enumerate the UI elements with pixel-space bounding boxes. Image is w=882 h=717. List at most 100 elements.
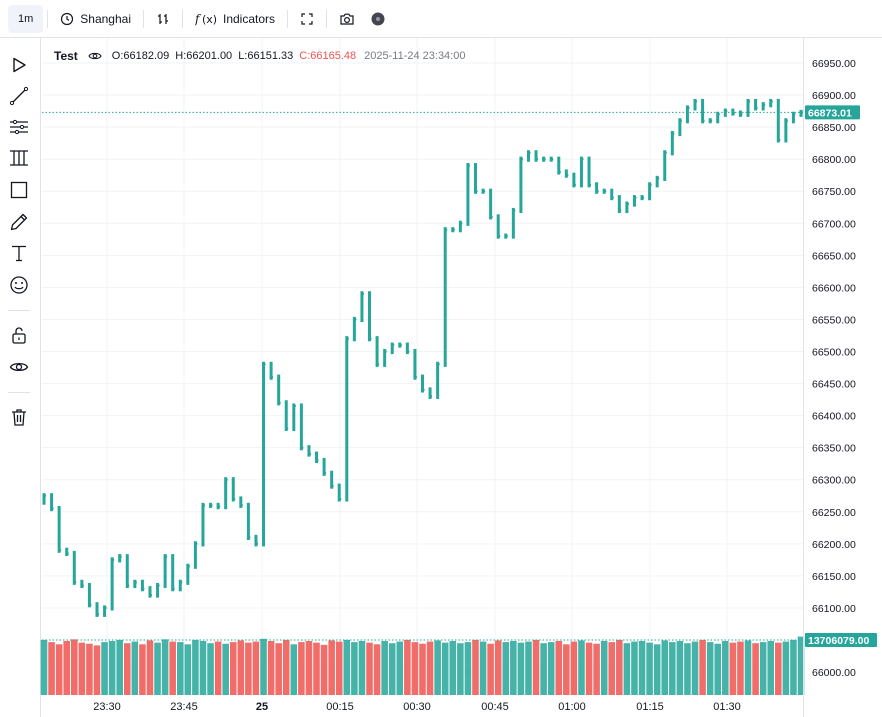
price-tick-label: 66000.00 <box>812 667 856 679</box>
volume-bar <box>40 639 48 695</box>
legend-visibility-toggle[interactable] <box>88 49 102 63</box>
volume-bar <box>449 641 457 695</box>
svg-text:f: f <box>195 12 202 26</box>
time-tick-label: 00:30 <box>403 701 431 713</box>
volume-bar <box>737 641 744 695</box>
volume-bar <box>116 639 123 695</box>
volume-bar <box>108 641 116 695</box>
remove-drawings-tool[interactable] <box>6 404 32 430</box>
price-tick-label: 66250.00 <box>812 507 856 519</box>
chart-legend: Test O:66182.09 H:66201.00 L:66151.33 C:… <box>54 48 465 64</box>
volume-bar <box>547 642 555 695</box>
time-tick-label: 00:15 <box>326 701 354 713</box>
volume-bar <box>585 642 593 695</box>
volume-bar <box>638 641 646 695</box>
volume-bar <box>55 644 63 695</box>
eye-icon <box>9 362 29 372</box>
volume-bar <box>169 641 176 695</box>
volume-bar <box>48 642 55 695</box>
volume-bar <box>790 639 797 695</box>
volume-bar <box>343 639 351 695</box>
indicators-button[interactable]: f (x) Indicators <box>187 5 283 33</box>
volume-bar <box>441 642 449 695</box>
volume-bar <box>260 638 267 695</box>
volume-bar <box>313 642 320 695</box>
volume-bar <box>744 640 752 695</box>
rectangle-tool[interactable] <box>6 177 32 203</box>
visibility-tool[interactable] <box>6 354 32 380</box>
price-tick-label: 66550.00 <box>812 314 856 326</box>
price-tick-label: 66150.00 <box>812 571 856 583</box>
volume-bar <box>517 642 525 695</box>
volume-bar <box>86 643 93 695</box>
volume-bar <box>714 643 722 695</box>
toolbar-divider <box>287 9 289 28</box>
price-tick-label: 66350.00 <box>812 443 856 455</box>
time-tick-label: 01:30 <box>713 701 741 713</box>
fullscreen-button[interactable] <box>292 5 322 33</box>
last-price-label: 66873.01 <box>808 107 852 119</box>
top-toolbar: 1m Shanghai f (x) Indicators <box>0 0 882 38</box>
volume-bar <box>570 641 578 695</box>
volume-bar <box>351 642 358 695</box>
volume-bar <box>608 642 616 695</box>
volume-bar <box>207 643 214 695</box>
settings-button[interactable] <box>363 5 393 33</box>
interval-button[interactable]: 1m <box>8 4 44 33</box>
fib-icon <box>10 119 28 135</box>
settings-dot-icon <box>371 12 385 25</box>
volume-bar <box>131 641 139 695</box>
volume-bar <box>381 641 388 695</box>
volume-bar <box>184 644 192 695</box>
channel-tool[interactable] <box>6 145 32 171</box>
volume-bar <box>669 642 676 695</box>
lock-icon <box>12 327 26 344</box>
lock-tool[interactable] <box>6 322 32 348</box>
emoji-tool[interactable] <box>6 272 32 298</box>
volume-bar <box>70 639 78 695</box>
bar-style-button[interactable] <box>148 5 178 33</box>
toolbar-divider <box>182 9 183 28</box>
volume-bar <box>600 641 608 695</box>
volume-bar <box>661 640 669 695</box>
timezone-button[interactable]: Shanghai <box>52 5 139 33</box>
price-tick-label: 66950.00 <box>812 58 856 70</box>
volume-bar <box>759 642 767 695</box>
low-value: L:66151.33 <box>238 50 294 62</box>
fib-tool[interactable] <box>6 114 32 140</box>
volume-bar <box>676 641 684 695</box>
trend-line-tool[interactable] <box>6 83 32 109</box>
volume-bar <box>154 642 161 695</box>
volume-bar <box>426 641 434 695</box>
volume-bar <box>494 640 502 695</box>
volume-bar <box>457 643 464 695</box>
text-tool[interactable] <box>6 240 32 266</box>
camera-icon <box>340 13 354 25</box>
volume-bar <box>782 641 790 695</box>
volume-bar <box>540 643 547 695</box>
volume-bar <box>101 642 108 695</box>
price-tick-label: 66100.00 <box>812 603 856 615</box>
brush-tool[interactable] <box>6 209 32 235</box>
rectangle-icon <box>10 181 28 199</box>
volume-bar <box>373 644 381 695</box>
cursor-tool[interactable] <box>6 52 32 78</box>
volume-bar <box>684 643 691 695</box>
volume-bar <box>487 643 494 695</box>
volume-bar <box>123 643 131 695</box>
volume-bar <box>404 639 411 695</box>
trash-icon <box>12 409 26 426</box>
volume-bar <box>722 641 729 695</box>
volume-bar <box>366 642 373 695</box>
screenshot-button[interactable] <box>331 5 363 33</box>
high-value: H:66201.00 <box>175 50 233 62</box>
volume-bar <box>646 642 653 695</box>
volume-bar <box>93 645 101 695</box>
volume-bar <box>532 639 540 695</box>
volume-bar <box>653 644 661 695</box>
volume-bar <box>767 641 775 695</box>
volume-bar <box>525 641 532 695</box>
volume-bar <box>729 642 737 695</box>
volume-bar <box>388 643 396 695</box>
